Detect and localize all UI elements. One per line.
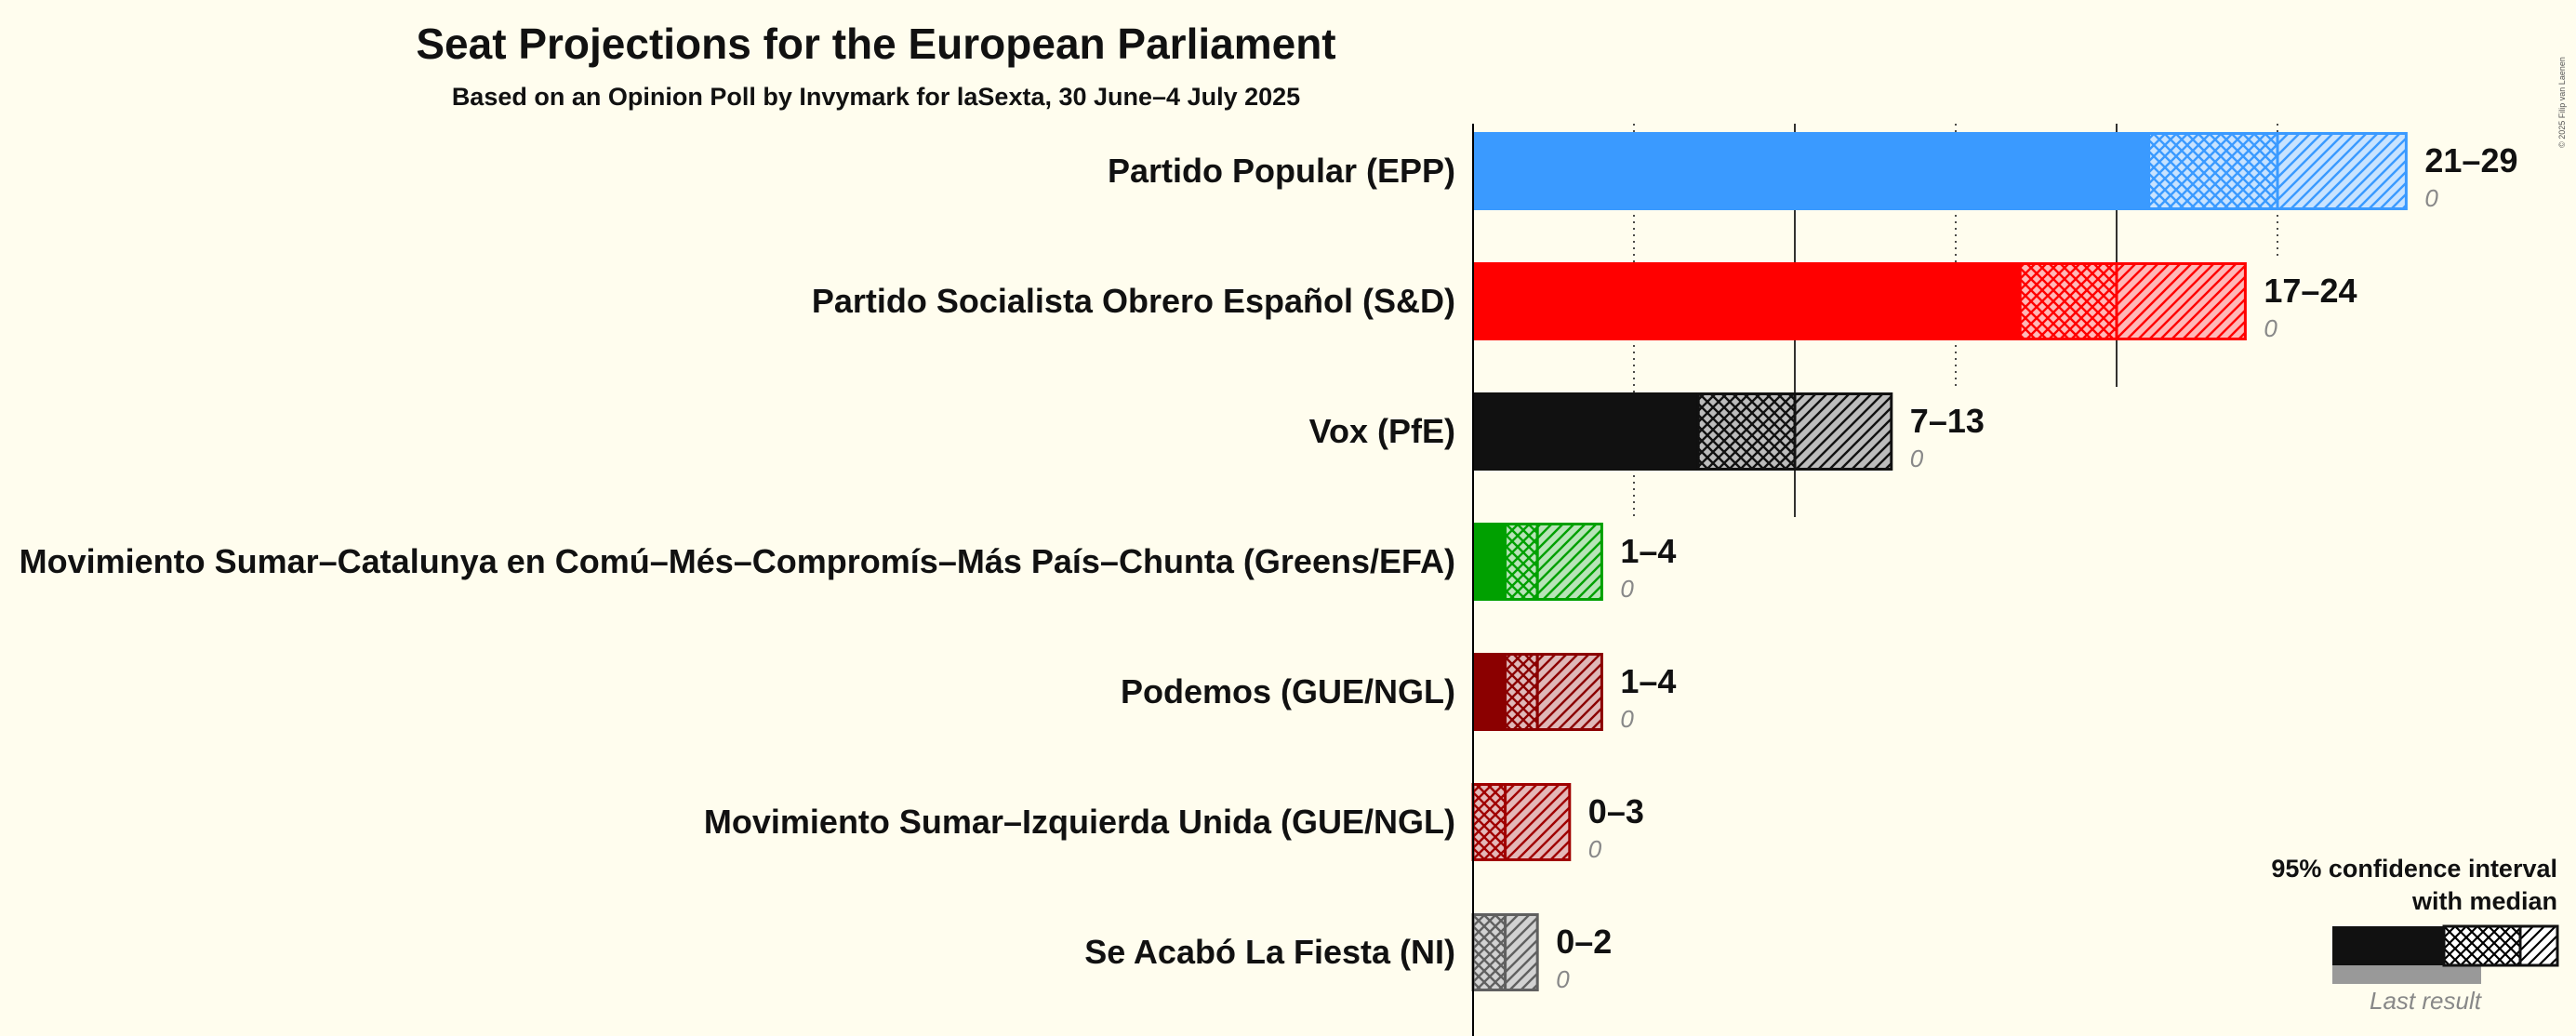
bar-upper-section — [1535, 523, 1603, 601]
bar-median-section — [1471, 913, 1507, 991]
bar-solid — [1473, 523, 1506, 601]
bar-upper-section — [2276, 132, 2408, 210]
bar-median-section — [2147, 132, 2279, 210]
bar-upper-section — [1793, 392, 1893, 471]
bar-upper-section — [1504, 783, 1572, 861]
range-label: 17–24 — [2264, 272, 2357, 310]
bar-upper-section — [1504, 913, 1539, 991]
party-label: Movimiento Sumar–Izquierda Unida (GUE/NG… — [704, 803, 1455, 841]
party-label: Podemos (GUE/NGL) — [1121, 672, 1455, 711]
last-result-label: 0 — [2424, 184, 2438, 212]
legend-ci-solid — [2332, 926, 2444, 965]
party-label: Se Acabó La Fiesta (NI) — [1084, 933, 1455, 971]
legend-last-result-label: Last result — [2370, 987, 2483, 1015]
bar-group — [1473, 523, 1603, 601]
last-result-label: 0 — [1556, 965, 1570, 993]
bar-group — [1473, 653, 1603, 731]
party-label: Partido Socialista Obrero Español (S&D) — [812, 282, 1455, 320]
range-label: 0–2 — [1556, 923, 1612, 961]
last-result-label: 0 — [2264, 314, 2277, 342]
bar-group — [1471, 783, 1572, 861]
bar-group — [1473, 262, 2247, 340]
labels-layer: Partido Popular (EPP) 21–29 0 Partido Socia… — [20, 141, 2518, 993]
legend-last-result-bar — [2332, 965, 2481, 984]
range-label: 7–13 — [1910, 402, 1985, 440]
party-label: Vox (PfE) — [1309, 412, 1455, 450]
bar-median-section — [1696, 392, 1797, 471]
bar-median-section — [1504, 523, 1539, 601]
bar-group — [1473, 132, 2408, 210]
last-result-label: 0 — [1910, 445, 1924, 472]
chart-subtitle: Based on an Opinion Poll by Invymark for… — [452, 83, 1300, 111]
legend-line2: with median — [2411, 887, 2557, 915]
bar-group — [1473, 392, 1893, 471]
range-label: 0–3 — [1588, 792, 1644, 830]
last-result-label: 0 — [1588, 835, 1602, 863]
bar-upper-section — [1535, 653, 1603, 731]
bar-solid — [1473, 132, 2149, 210]
last-result-label: 0 — [1620, 705, 1634, 733]
legend-line1: 95% confidence interval — [2271, 855, 2557, 883]
bar-median-section — [1504, 653, 1539, 731]
range-label: 1–4 — [1620, 662, 1676, 700]
bar-solid — [1473, 392, 1699, 471]
chart-title: Seat Projections for the European Parlia… — [416, 20, 1335, 68]
last-result-label: 0 — [1620, 575, 1634, 603]
bar-median-section — [1471, 783, 1507, 861]
bar-upper-section — [2115, 262, 2247, 340]
bar-solid — [1473, 262, 2021, 340]
bar-median-section — [2018, 262, 2118, 340]
legend-ci-median — [2442, 924, 2522, 967]
bar-solid — [1473, 653, 1506, 731]
bars-layer — [1471, 132, 2408, 991]
party-label: Movimiento Sumar–Catalunya en Comú–Més–C… — [20, 542, 1455, 580]
legend: 95% confidence interval with median Last… — [2271, 855, 2559, 1015]
party-label: Partido Popular (EPP) — [1108, 152, 1455, 190]
copyright-note: © 2025 Filip van Laenen — [2557, 57, 2567, 148]
legend-ci-upper — [2518, 924, 2559, 967]
range-label: 21–29 — [2424, 141, 2517, 179]
bar-group — [1471, 913, 1539, 991]
range-label: 1–4 — [1620, 532, 1676, 570]
